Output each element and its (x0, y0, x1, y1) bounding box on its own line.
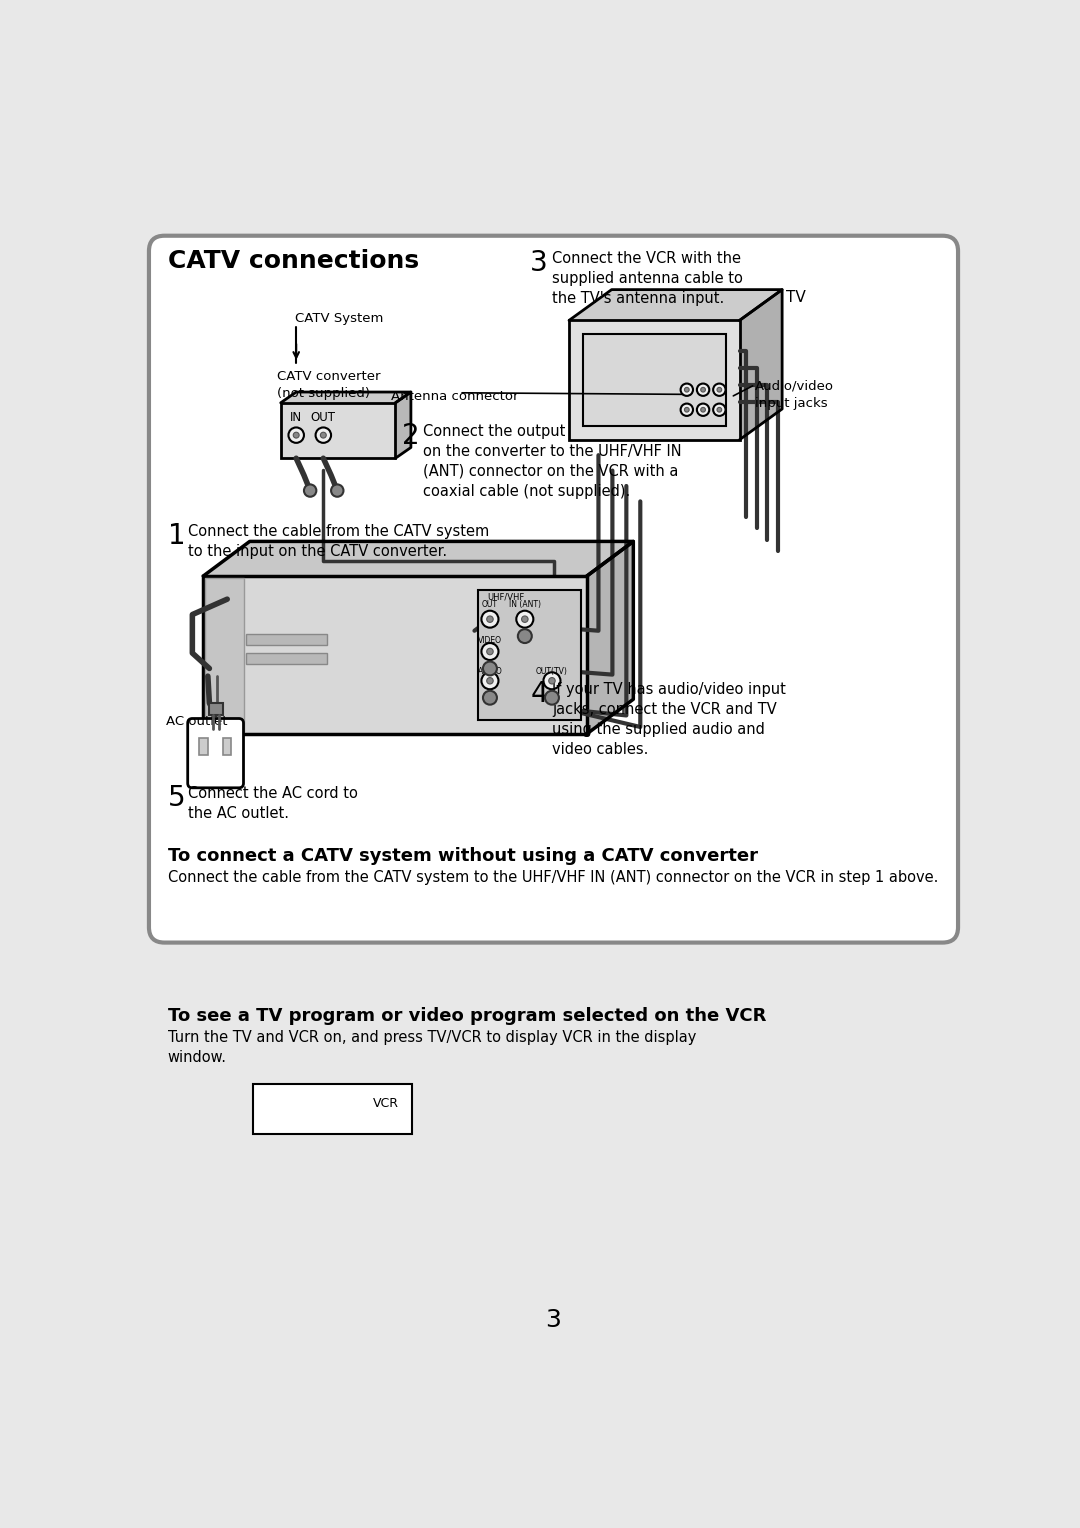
Bar (583, 335, 726, 426)
Text: 2: 2 (403, 422, 420, 451)
Circle shape (522, 616, 528, 622)
Text: Connect the output
on the converter to the UHF/VHF IN
(ANT) connector on the VCR: Connect the output on the converter to t… (423, 425, 681, 498)
Bar (205, 578, 243, 732)
Circle shape (697, 403, 710, 416)
Text: CATV converter
(not supplied): CATV converter (not supplied) (276, 370, 380, 400)
Text: 4: 4 (530, 680, 548, 707)
Text: If your TV has audio/video input
jacks, connect the VCR and TV
using the supplie: If your TV has audio/video input jacks, … (552, 683, 786, 756)
Circle shape (482, 611, 499, 628)
Text: To see a TV program or video program selected on the VCR: To see a TV program or video program sel… (167, 1007, 766, 1025)
Polygon shape (586, 541, 633, 733)
Circle shape (487, 648, 494, 654)
Text: CATV System: CATV System (295, 312, 383, 325)
Bar (246, 634, 327, 645)
Bar (253, 1085, 411, 1134)
Circle shape (701, 408, 705, 413)
Circle shape (294, 432, 299, 439)
Text: To connect a CATV system without using a CATV converter: To connect a CATV system without using a… (167, 847, 757, 865)
Text: CATV connections: CATV connections (167, 249, 419, 274)
Text: Antenna connector: Antenna connector (391, 390, 518, 403)
FancyBboxPatch shape (188, 718, 243, 788)
Circle shape (701, 388, 705, 393)
Bar (281, 403, 395, 458)
Polygon shape (203, 541, 633, 576)
Circle shape (680, 384, 693, 396)
Circle shape (685, 408, 689, 413)
Text: Connect the AC cord to
the AC outlet.: Connect the AC cord to the AC outlet. (188, 787, 357, 821)
Text: Connect the cable from the CATV system
to the input on the CATV converter.: Connect the cable from the CATV system t… (188, 524, 489, 559)
Text: Connect the cable from the CATV system to the UHF/VHF IN (ANT) connector on the : Connect the cable from the CATV system t… (167, 871, 937, 885)
Circle shape (482, 672, 499, 689)
Circle shape (482, 643, 499, 660)
Circle shape (697, 384, 710, 396)
Circle shape (543, 672, 561, 689)
Bar (569, 321, 740, 440)
Circle shape (516, 611, 534, 628)
Bar (478, 590, 581, 720)
Circle shape (680, 403, 693, 416)
Text: IN: IN (291, 411, 302, 423)
Circle shape (713, 384, 726, 396)
FancyBboxPatch shape (149, 235, 958, 943)
Circle shape (303, 484, 316, 497)
Circle shape (321, 432, 326, 439)
Circle shape (332, 484, 343, 497)
Bar (203, 576, 586, 733)
Text: AC outlet: AC outlet (166, 715, 228, 727)
Text: 1: 1 (167, 523, 185, 550)
Text: 3: 3 (545, 1308, 562, 1331)
Bar (200, 738, 207, 755)
Text: Connect the VCR with the
supplied antenna cable to
the TV's antenna input.: Connect the VCR with the supplied antenn… (552, 251, 743, 306)
Text: 5: 5 (167, 784, 185, 811)
Circle shape (549, 677, 555, 685)
Text: OUT(TV): OUT(TV) (536, 666, 568, 675)
Circle shape (483, 691, 497, 704)
Text: OUT: OUT (311, 411, 336, 423)
Text: Turn the TV and VCR on, and press TV/VCR to display VCR in the display
window.: Turn the TV and VCR on, and press TV/VCR… (167, 1030, 696, 1065)
Circle shape (717, 388, 721, 393)
Circle shape (717, 408, 721, 413)
Text: VCR: VCR (373, 1097, 399, 1109)
Text: IN (ANT): IN (ANT) (509, 601, 541, 610)
Text: VIDEO: VIDEO (478, 636, 502, 645)
Polygon shape (569, 290, 782, 321)
Circle shape (545, 691, 559, 704)
Text: Audio/video
input jacks: Audio/video input jacks (755, 380, 834, 410)
Text: AUDIO: AUDIO (477, 666, 502, 675)
Text: OUT: OUT (482, 601, 498, 610)
Circle shape (288, 428, 303, 443)
Circle shape (487, 616, 494, 622)
Circle shape (685, 388, 689, 393)
Bar (210, 703, 224, 715)
Polygon shape (395, 393, 410, 458)
Text: 3: 3 (530, 249, 548, 277)
Circle shape (517, 630, 531, 643)
Circle shape (483, 662, 497, 675)
Text: TV: TV (786, 290, 806, 304)
Circle shape (713, 403, 726, 416)
Bar (246, 652, 327, 663)
Text: UHF/VHF: UHF/VHF (487, 593, 524, 602)
Circle shape (315, 428, 332, 443)
Bar (222, 738, 231, 755)
Polygon shape (281, 393, 410, 403)
Polygon shape (740, 290, 782, 440)
Circle shape (487, 677, 494, 685)
